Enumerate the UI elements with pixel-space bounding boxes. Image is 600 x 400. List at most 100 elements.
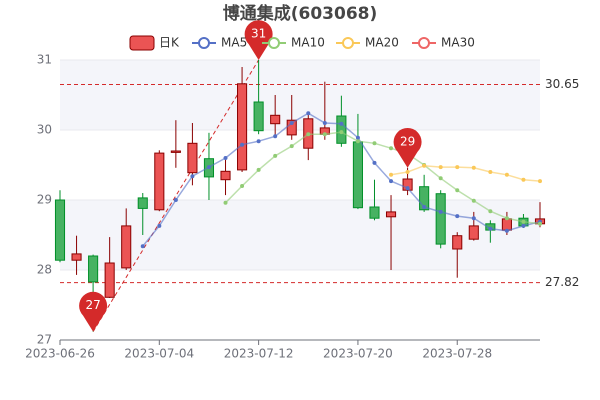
mark-point [393, 128, 422, 168]
candle [452, 232, 463, 278]
ma-point [438, 165, 443, 170]
ma-point [306, 132, 311, 137]
x-tick-label: 2023-06-26 [25, 347, 95, 361]
x-tick-label: 2023-07-12 [224, 347, 294, 361]
ma-point [471, 198, 476, 203]
legend-icon [268, 37, 280, 49]
ma-point [206, 165, 211, 170]
legend-label: MA30 [441, 36, 475, 50]
candle [220, 157, 231, 196]
ma-point [273, 134, 278, 139]
x-tick-label: 2023-07-28 [422, 347, 492, 361]
ma-point [455, 188, 460, 193]
ma-point [256, 167, 261, 172]
y-tick-label: 27 [37, 333, 52, 347]
split-area [60, 270, 540, 340]
legend-label: MA10 [291, 36, 325, 50]
ma-point [339, 121, 344, 126]
ma-point [273, 153, 278, 158]
candle-body [137, 197, 148, 209]
x-tick-label: 2023-07-20 [323, 347, 393, 361]
mark-line-label: 27.82 [545, 275, 579, 289]
ma-point [389, 172, 394, 177]
legend-icon [342, 37, 354, 49]
candle-body [187, 142, 198, 174]
ma-point [521, 223, 526, 228]
candle-body [270, 114, 281, 125]
ma-point [322, 121, 327, 125]
ma-point [471, 216, 476, 221]
ma-point [256, 139, 261, 144]
candle-body [104, 262, 115, 298]
candle [237, 67, 248, 172]
ma-point [538, 221, 542, 226]
legend-icon [198, 37, 210, 49]
candle-body [154, 152, 165, 211]
legend-label: MA5 [221, 36, 247, 50]
candle-body [352, 141, 363, 209]
ma-point [488, 209, 493, 214]
candle [435, 190, 446, 249]
candle-body [435, 193, 446, 245]
ma-point [521, 177, 526, 182]
ma-point [422, 205, 427, 209]
y-tick-label: 28 [37, 263, 52, 277]
candle [170, 120, 181, 168]
ma-point [355, 135, 360, 140]
legend-label: 日K [159, 36, 180, 50]
candle [121, 208, 132, 270]
ma-point [538, 179, 542, 184]
x-tick-label: 2023-07-04 [124, 347, 194, 361]
ma-point [240, 142, 245, 147]
ma-point [306, 111, 311, 116]
candle [137, 193, 148, 235]
candle [385, 195, 397, 270]
ma-point [322, 132, 327, 137]
candle-body [88, 255, 99, 283]
ma-point [455, 165, 460, 170]
ma-point [521, 219, 526, 224]
legend-item: 日K [129, 35, 180, 51]
candle-body [121, 225, 132, 269]
chart-title: 博通集成(603068) [223, 3, 378, 24]
candle-body [336, 115, 347, 144]
ma-line [390, 164, 541, 182]
candle-body [468, 225, 479, 240]
candle-body [170, 150, 181, 153]
ma-point [488, 170, 493, 174]
ma-line [224, 131, 541, 225]
ma-point [240, 184, 245, 188]
ma-point [422, 163, 427, 168]
legend-icon [129, 35, 155, 51]
split-area [60, 130, 540, 200]
ma-point [355, 139, 360, 144]
ma-point [389, 146, 394, 151]
ma-point [504, 172, 509, 177]
candle [54, 190, 66, 263]
ma-point [405, 186, 410, 191]
ma-point [455, 214, 460, 219]
legend-item: MA30 [412, 36, 475, 50]
split-area [60, 200, 540, 270]
candle-body [253, 101, 264, 132]
ma-point [488, 226, 493, 231]
candle-body [54, 199, 66, 261]
legend-item: MA20 [336, 36, 399, 50]
legend-icon [418, 37, 430, 49]
ma-point [339, 130, 344, 135]
mark-point-label: 29 [400, 134, 415, 148]
mark-point-label: 31 [251, 27, 266, 41]
y-tick-label: 31 [37, 53, 52, 67]
ma-point [157, 223, 162, 228]
legend-label: MA20 [365, 36, 399, 50]
ma-point [289, 144, 294, 149]
mark-point [244, 20, 273, 60]
candle-body [385, 211, 397, 218]
y-tick-label: 29 [37, 193, 52, 207]
ma-point [173, 198, 178, 202]
ma-point [140, 244, 145, 249]
ma-point [471, 165, 476, 170]
candle-body [71, 253, 82, 261]
split-area [60, 60, 540, 130]
